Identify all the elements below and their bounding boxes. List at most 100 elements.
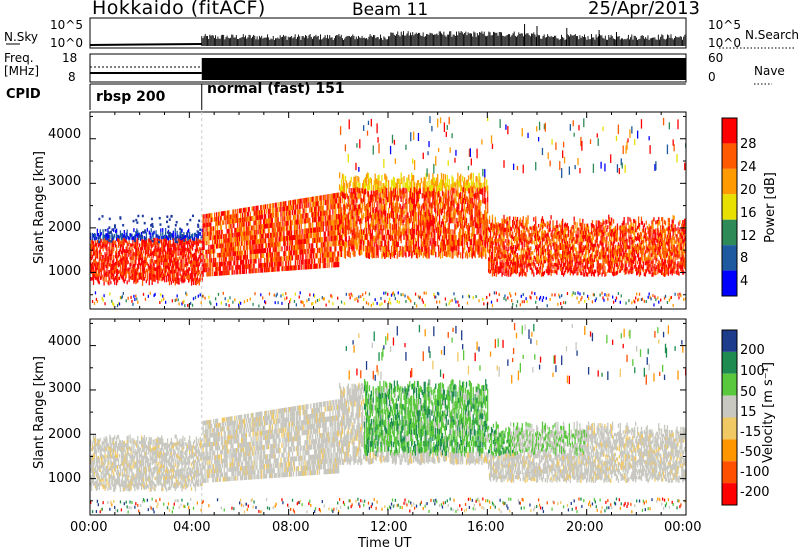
power-cell <box>226 247 228 253</box>
power-cell <box>151 273 153 278</box>
power-cell <box>189 260 191 264</box>
power-cell <box>192 253 195 258</box>
power-near-range-cell <box>437 292 440 296</box>
power-cell <box>137 271 139 275</box>
power-cell <box>91 254 94 259</box>
power-cell <box>474 216 476 223</box>
power-cell <box>267 213 270 219</box>
power-cell <box>167 240 170 245</box>
power-cell <box>268 252 271 258</box>
power-cell <box>258 248 260 254</box>
power-cell <box>268 223 271 229</box>
power-cell <box>169 254 172 259</box>
power-cell <box>378 174 380 181</box>
power-cell <box>262 209 264 215</box>
power-cell <box>112 276 114 280</box>
power-cell <box>228 214 230 220</box>
power-cell <box>212 262 214 268</box>
power-cell <box>358 177 360 183</box>
power-cell <box>462 240 464 247</box>
power-cell <box>480 222 482 229</box>
power-cell <box>214 262 217 267</box>
power-cell <box>408 174 410 181</box>
power-cell <box>288 230 291 236</box>
power-cell <box>338 172 341 179</box>
power-cell <box>192 239 195 244</box>
power-cell <box>105 264 107 269</box>
power-cell <box>316 211 319 217</box>
power-cell <box>201 258 203 263</box>
power-cell <box>176 280 178 284</box>
power-cell <box>215 271 218 276</box>
power-cell <box>252 235 254 240</box>
power-cell <box>93 236 96 241</box>
power-near-range-cell <box>357 299 359 303</box>
power-cell <box>182 268 184 273</box>
power-cell <box>161 268 163 272</box>
power-far-range-cell <box>469 148 472 158</box>
power-cell <box>115 265 118 270</box>
power-cell <box>182 252 184 256</box>
power-cell <box>339 213 342 220</box>
power-cell <box>244 264 247 270</box>
power-cell <box>97 279 99 284</box>
power-cell <box>165 275 168 279</box>
power-cell <box>269 223 272 228</box>
power-cell <box>115 281 118 286</box>
power-cell <box>165 258 168 263</box>
power-far-range-cell <box>378 143 380 154</box>
power-cell <box>437 203 440 210</box>
power-cell <box>447 190 449 196</box>
power-cell <box>239 245 242 251</box>
power-cell <box>113 270 115 274</box>
power-cell <box>267 223 270 229</box>
power-cell <box>184 242 186 246</box>
power-cell <box>444 174 447 180</box>
power-cell <box>114 281 116 285</box>
power-cell <box>90 247 92 252</box>
power-cell <box>288 255 291 261</box>
power-cell <box>197 257 199 261</box>
power-cell <box>330 241 332 247</box>
power-cell <box>189 263 192 267</box>
power-cell <box>307 238 309 244</box>
power-cell <box>275 202 277 208</box>
power-cell <box>313 237 316 243</box>
power-cell <box>161 271 163 275</box>
power-cell <box>434 246 436 253</box>
power-cell <box>400 196 402 202</box>
power-cell <box>171 267 174 271</box>
power-cell <box>146 254 149 259</box>
power-near-range-cell <box>380 296 382 300</box>
power-cell <box>94 276 97 280</box>
power-cell <box>300 264 302 270</box>
power-cell <box>173 257 175 262</box>
power-cell <box>166 247 169 251</box>
power-cell <box>177 273 179 278</box>
power-cell <box>269 247 272 253</box>
power-cell <box>278 251 280 257</box>
power-cell <box>320 210 323 217</box>
power-cell <box>293 265 296 271</box>
power-cell <box>337 192 339 198</box>
power-cell <box>141 264 144 268</box>
power-near-range-cell <box>379 303 381 307</box>
power-cell <box>331 235 333 242</box>
power-cell <box>200 273 202 277</box>
power-cell <box>285 221 287 226</box>
power-cell <box>268 208 271 214</box>
power-cell <box>239 255 241 261</box>
power-cell <box>152 231 154 236</box>
power-cell <box>150 228 152 233</box>
power-cell <box>293 229 296 235</box>
power-cell <box>380 246 382 252</box>
power-cell <box>137 237 139 242</box>
power-cell <box>247 259 249 265</box>
power-cell <box>200 248 202 252</box>
power-cell <box>245 264 248 270</box>
power-cell <box>187 240 189 245</box>
power-cell <box>337 213 339 220</box>
power-cell <box>221 220 223 226</box>
power-cell <box>103 258 105 263</box>
power-cell <box>413 192 416 198</box>
